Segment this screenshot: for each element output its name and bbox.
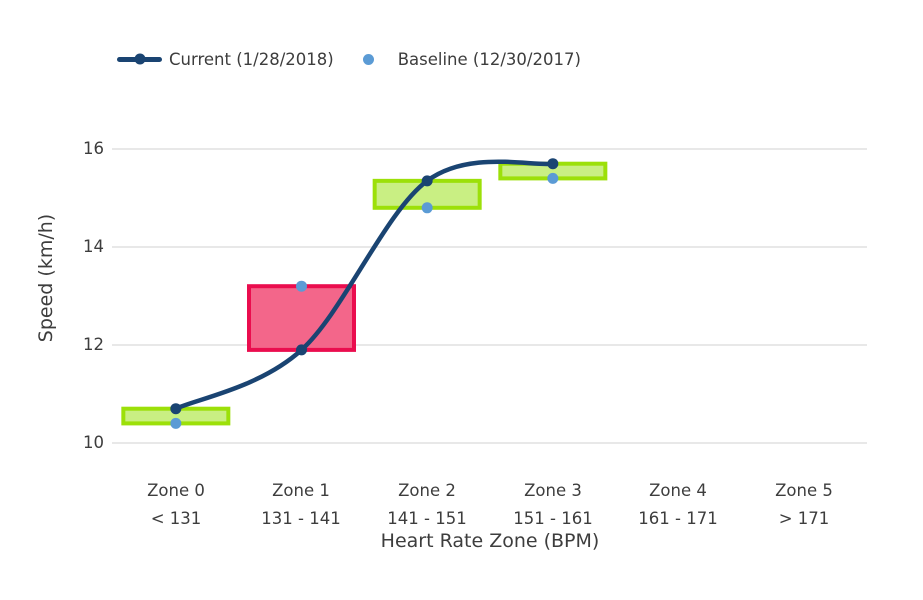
- y-tick-16: 16: [83, 139, 104, 158]
- x-tick-zone-0: Zone 0 < 131: [111, 477, 241, 533]
- y-tick-10: 10: [83, 433, 104, 452]
- zone-range: > 171: [778, 509, 830, 528]
- zone-range: 161 - 171: [638, 509, 718, 528]
- x-tick-zone-2: Zone 2 141 - 151: [362, 477, 492, 533]
- zone-name: Zone 0: [147, 481, 205, 500]
- zone-name: Zone 2: [398, 481, 456, 500]
- legend-item-current[interactable]: Current (1/28/2018): [117, 50, 334, 69]
- zone-name: Zone 1: [272, 481, 330, 500]
- y-tick-14: 14: [83, 237, 104, 256]
- zone-range: 131 - 141: [261, 509, 341, 528]
- zone-name: Zone 4: [649, 481, 707, 500]
- legend-label-current: Current (1/28/2018): [169, 49, 334, 69]
- legend-item-baseline[interactable]: Baseline (12/30/2017): [362, 49, 581, 69]
- zone-range: < 131: [150, 509, 202, 528]
- y-axis-title: Speed (km/h): [35, 213, 57, 343]
- zone-name: Zone 5: [775, 481, 833, 500]
- current-marker-icon: [134, 53, 145, 65]
- zone-range: 141 - 151: [387, 509, 467, 528]
- legend-label-baseline: Baseline (12/30/2017): [397, 49, 581, 69]
- x-tick-zone-3: Zone 3 151 - 161: [488, 477, 618, 533]
- current-line-sample-icon: [117, 53, 162, 65]
- x-tick-zone-1: Zone 1 131 - 141: [236, 477, 366, 533]
- x-tick-zone-5: Zone 5 > 171: [739, 477, 869, 533]
- baseline-marker-icon: [362, 53, 374, 65]
- legend: Current (1/28/2018) Baseline (12/30/2017…: [117, 47, 581, 71]
- zone-range: 151 - 161: [513, 509, 593, 528]
- x-tick-zone-4: Zone 4 161 - 171: [613, 477, 743, 533]
- y-tick-12: 12: [83, 335, 104, 354]
- zone-name: Zone 3: [524, 481, 582, 500]
- x-axis-title: Heart Rate Zone (BPM): [380, 530, 600, 552]
